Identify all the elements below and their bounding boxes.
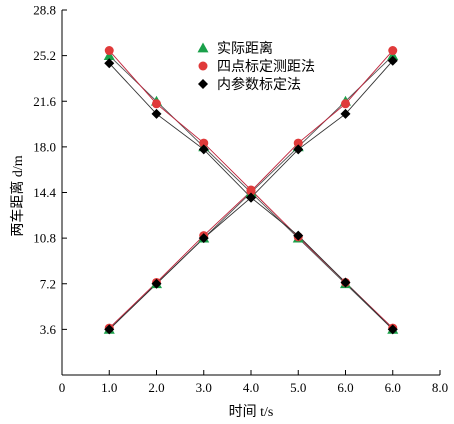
x-tick-label: 3.0 bbox=[196, 380, 212, 395]
series-markers bbox=[103, 46, 399, 335]
data-point-series-2 bbox=[340, 277, 351, 288]
legend-marker-0 bbox=[197, 42, 209, 53]
axes: 0 1.0 2.0 3.0 4.0 5.0 6.0 6.0 8.0 3.6 7.2 10.8 14.4 1… bbox=[33, 3, 448, 396]
data-point-series-1 bbox=[152, 99, 161, 109]
x-tick-label: 4.0 bbox=[243, 380, 259, 395]
data-point-series-2 bbox=[387, 324, 398, 335]
x-tick-label: 2.0 bbox=[148, 380, 164, 395]
data-point-series-2 bbox=[293, 144, 304, 155]
data-point-series-2 bbox=[340, 108, 351, 119]
data-point-series-1 bbox=[341, 99, 350, 109]
data-point-series-2 bbox=[151, 108, 162, 119]
y-axis-title: 两车距离 d/m bbox=[9, 155, 26, 236]
y-tick-label: 21.6 bbox=[33, 94, 56, 109]
data-point-series-1 bbox=[246, 186, 256, 196]
data-point-series-2 bbox=[387, 55, 398, 66]
y-tick-label: 14.4 bbox=[33, 185, 56, 200]
legend-marker-1 bbox=[198, 61, 208, 71]
data-point-series-2 bbox=[198, 233, 209, 244]
data-point-series-1 bbox=[104, 46, 114, 56]
data-point-series-2 bbox=[104, 58, 115, 69]
y-tick-label: 18.0 bbox=[33, 139, 56, 154]
legend-label-0: 实际距离 bbox=[217, 40, 273, 57]
x-tick-label: 6.0 bbox=[385, 380, 401, 395]
x-axis-title: 时间 t/s bbox=[229, 404, 274, 420]
y-tick-label: 3.6 bbox=[40, 322, 57, 337]
data-point-series-1 bbox=[293, 138, 303, 148]
x-tick-label: 8.0 bbox=[432, 380, 448, 395]
x-tick-label: 6.0 bbox=[337, 380, 353, 395]
data-point-series-2 bbox=[293, 230, 304, 241]
y-tick-label: 28.8 bbox=[33, 3, 56, 18]
x-tick-label: 1.0 bbox=[101, 380, 117, 395]
data-point-series-2 bbox=[198, 144, 209, 155]
data-point-series-2 bbox=[246, 192, 256, 203]
data-point-series-1 bbox=[199, 138, 209, 148]
data-point-series-0 bbox=[387, 50, 399, 61]
data-point-series-0 bbox=[103, 50, 115, 61]
data-point-series-2 bbox=[104, 324, 115, 335]
legend-marker-2 bbox=[198, 79, 208, 89]
x-tick-label: 5.0 bbox=[290, 380, 306, 395]
y-tick-label: 10.8 bbox=[33, 231, 56, 246]
data-point-series-1 bbox=[388, 46, 398, 56]
data-point-series-2 bbox=[151, 278, 162, 289]
legend-label-2: 内参数标定法 bbox=[217, 76, 301, 93]
x-tick-label: 0 bbox=[59, 380, 66, 395]
y-tick-label: 7.2 bbox=[40, 276, 56, 291]
y-tick-label: 25.2 bbox=[33, 48, 56, 63]
legend-label-1: 四点标定测距法 bbox=[217, 59, 315, 75]
